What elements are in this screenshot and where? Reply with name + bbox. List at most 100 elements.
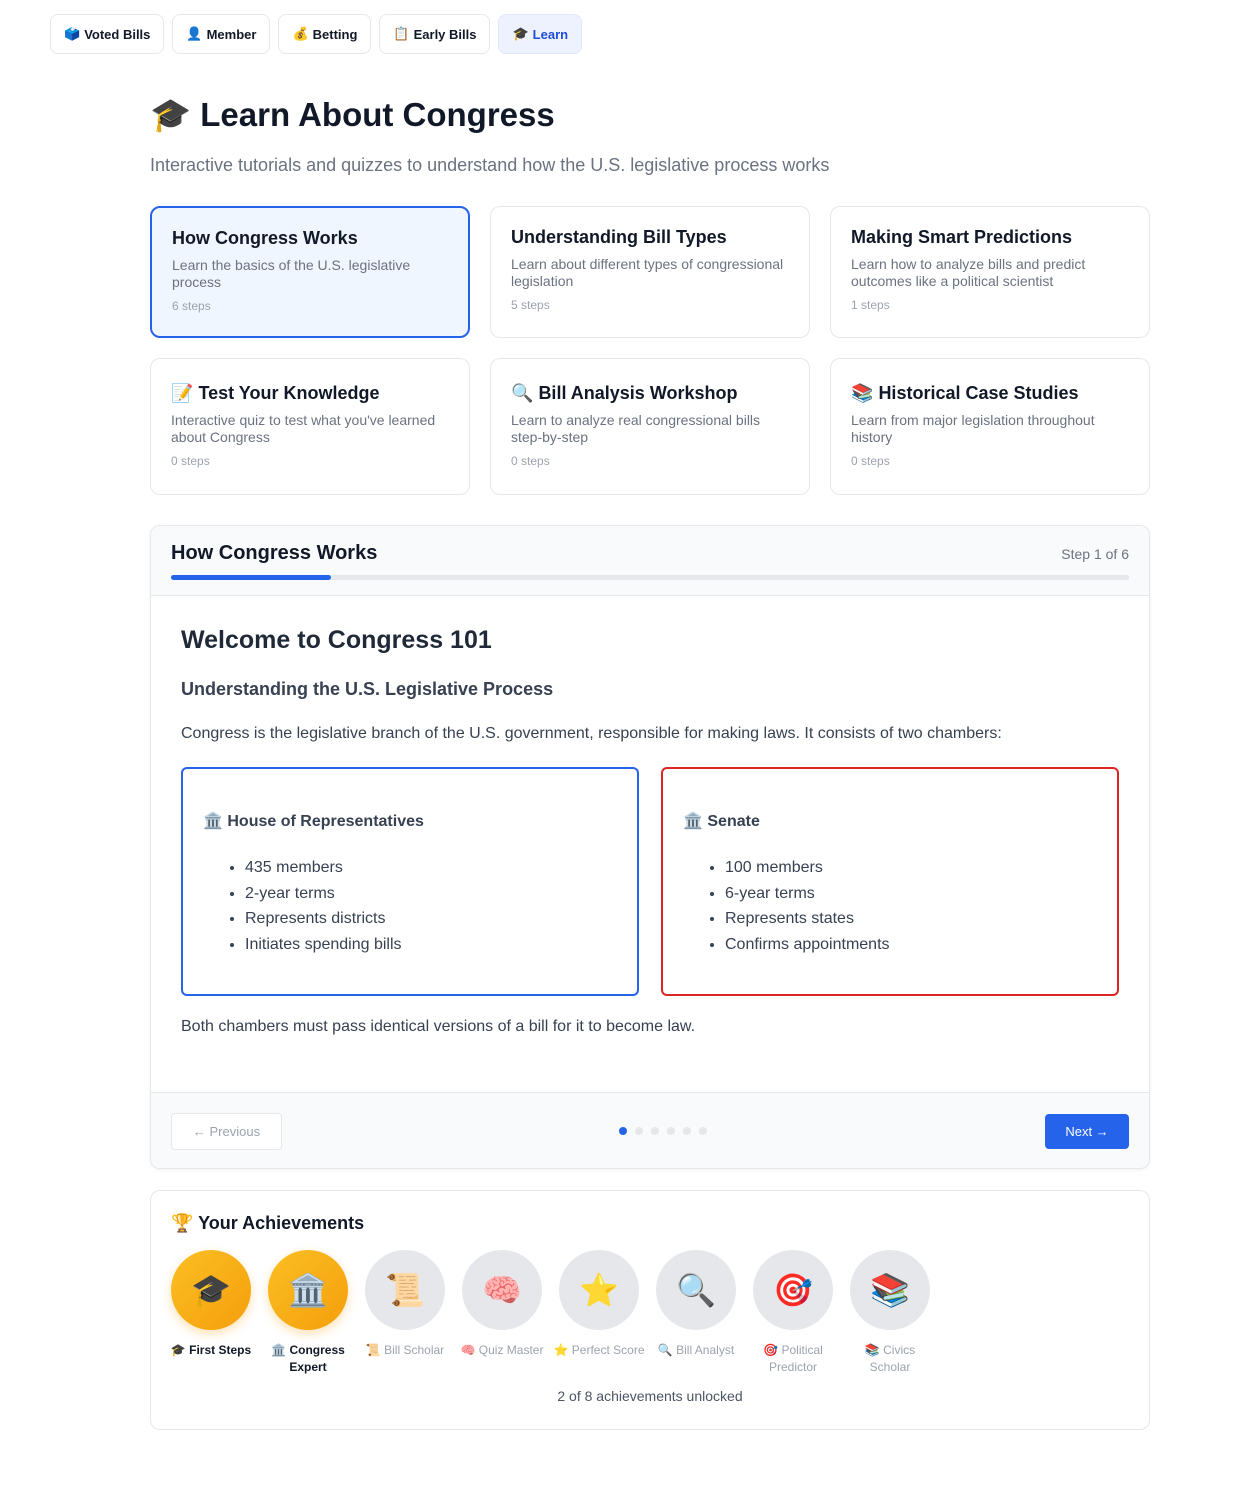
module-card[interactable]: 📝 Test Your Knowledge Interactive quiz to… [150, 358, 470, 495]
achievement-small-icon: 🎯 [763, 1343, 779, 1357]
module-title-text: How Congress Works [172, 228, 358, 248]
page-title-text: Learn About Congress [200, 96, 555, 133]
money-bag-icon: 💰 [292, 26, 309, 41]
list-item: Initiates spending bills [245, 932, 617, 958]
progress-bar [171, 575, 1129, 580]
lesson-body: Welcome to Congress 101 Understanding th… [151, 596, 1149, 1092]
lesson-outro: Both chambers must pass identical versio… [181, 1018, 696, 1035]
achievement-label-text: Bill Analyst [676, 1343, 735, 1357]
tab-betting[interactable]: 💰 Betting [278, 14, 372, 54]
achievement-badge: ⭐ ⭐ Perfect Score [554, 1250, 645, 1376]
senate-box: 🏛️ Senate 100 members 6-year terms Repre… [661, 767, 1119, 996]
senate-list: 100 members 6-year terms Represents stat… [683, 855, 1097, 958]
achievement-icon: 🎓 [171, 1250, 251, 1330]
step-dot[interactable] [683, 1127, 691, 1135]
module-title-text: Making Smart Predictions [851, 227, 1073, 247]
tab-label: Learn [532, 26, 569, 42]
capitol-icon: 🏛️ [203, 813, 223, 830]
module-title: Making Smart Predictions [851, 227, 1129, 248]
achievement-label: 📚 Civics Scholar [844, 1342, 936, 1376]
graduation-cap-icon: 🎓 [150, 96, 192, 133]
achievement-label-text: Congress Expert [289, 1343, 345, 1374]
house-box: 🏛️ House of Representatives 435 members … [181, 767, 639, 996]
module-card[interactable]: How Congress Works Learn the basics of th… [150, 206, 470, 338]
module-grid: How Congress Works Learn the basics of th… [150, 206, 1150, 495]
achievement-badge: 🧠 🧠 Quiz Master [461, 1250, 543, 1376]
tab-member[interactable]: 👤 Member [172, 14, 271, 54]
module-title: 📝 Test Your Knowledge [171, 383, 449, 404]
capitol-icon: 🏛️ [683, 813, 703, 830]
achievement-icon: 📜 [365, 1250, 445, 1330]
page-title: 🎓 Learn About Congress [150, 96, 555, 135]
lesson-footer: ← Previous Next → [151, 1092, 1149, 1168]
list-item: 100 members [725, 855, 1097, 881]
list-item: 6-year terms [725, 881, 1097, 907]
achievement-badges: 🎓 🎓 First Steps 🏛️ 🏛️ Congress Expert 📜 📜 Bil… [171, 1250, 1129, 1376]
achievement-small-icon: 🧠 [460, 1343, 476, 1357]
achievements-count: 2 of 8 achievements unlocked [557, 1388, 743, 1404]
achievement-label: 🧠 Quiz Master [456, 1342, 548, 1359]
lesson-header: How Congress Works Step 1 of 6 [151, 526, 1149, 596]
module-title: 📚 Historical Case Studies [851, 383, 1129, 404]
previous-button[interactable]: ← Previous [171, 1113, 282, 1150]
achievement-label: 🎯 Political Predictor [747, 1342, 839, 1376]
module-card[interactable]: Making Smart Predictions Learn how to ana… [830, 206, 1150, 338]
achievement-icon: 🔍 [656, 1250, 736, 1330]
module-card[interactable]: 🔍 Bill Analysis Workshop Learn to analyze… [490, 358, 810, 495]
achievements-title: 🏆 Your Achievements [171, 1213, 1129, 1234]
person-icon: 👤 [186, 26, 203, 41]
module-title-text: Historical Case Studies [878, 383, 1079, 403]
achievement-icon: 📚 [850, 1250, 930, 1330]
achievement-badge: 📚 📚 Civics Scholar [850, 1250, 930, 1376]
lesson-subheading: Understanding the U.S. Legislative Proce… [181, 679, 554, 699]
step-dot[interactable] [619, 1127, 627, 1135]
achievement-small-icon: 📚 [864, 1343, 880, 1357]
module-card[interactable]: 📚 Historical Case Studies Learn from majo… [830, 358, 1150, 495]
step-dot[interactable] [651, 1127, 659, 1135]
achievement-label: 🔍 Bill Analyst [650, 1342, 742, 1359]
tab-label: Voted Bills [84, 26, 151, 42]
module-steps: 0 steps [511, 454, 550, 468]
house-title: House of Representatives [227, 813, 424, 830]
achievement-badge: 🎓 🎓 First Steps [171, 1250, 251, 1376]
achievement-small-icon: 🎓 [170, 1343, 186, 1357]
achievement-label-text: Civics Scholar [869, 1343, 916, 1374]
module-icon: 📝 [171, 383, 194, 403]
achievements-title-text: Your Achievements [198, 1213, 365, 1233]
module-card[interactable]: Understanding Bill Types Learn about diff… [490, 206, 810, 338]
step-dots [619, 1127, 707, 1135]
tab-voted-bills[interactable]: 🗳️ Voted Bills [50, 14, 165, 54]
module-description: Learn from major legislation throughout … [851, 412, 1095, 445]
next-button[interactable]: Next → [1045, 1114, 1129, 1149]
tab-learn[interactable]: 🎓 Learn [498, 14, 583, 54]
list-item: 435 members [245, 855, 617, 881]
achievement-label-text: First Steps [189, 1343, 252, 1357]
achievement-small-icon: 🏛️ [271, 1343, 287, 1357]
tab-early-bills[interactable]: 📋 Early Bills [379, 14, 491, 54]
achievement-icon: 🧠 [462, 1250, 542, 1330]
trophy-icon: 🏆 [171, 1213, 194, 1233]
module-description: Learn how to analyze bills and predict o… [851, 256, 1086, 289]
achievement-badge: 📜 📜 Bill Scholar [365, 1250, 445, 1376]
step-dot[interactable] [635, 1127, 643, 1135]
module-icon: 🔍 [511, 383, 534, 403]
module-title: 🔍 Bill Analysis Workshop [511, 383, 789, 404]
list-item: 2-year terms [245, 881, 617, 907]
module-description: Learn the basics of the U.S. legislative… [172, 257, 411, 290]
page-subtitle: Interactive tutorials and quizzes to und… [150, 155, 830, 175]
step-dot[interactable] [699, 1127, 707, 1135]
achievement-icon: 🎯 [753, 1250, 833, 1330]
step-dot[interactable] [667, 1127, 675, 1135]
module-description: Interactive quiz to test what you've lea… [171, 412, 436, 445]
module-description: Learn to analyze real congressional bill… [511, 412, 761, 445]
module-title-text: Understanding Bill Types [511, 227, 727, 247]
module-steps: 6 steps [172, 299, 211, 313]
lesson-title: How Congress Works [171, 542, 378, 564]
module-steps: 1 steps [851, 298, 890, 312]
module-title-text: Test Your Knowledge [198, 383, 380, 403]
lesson-intro: Congress is the legislative branch of th… [181, 725, 1002, 742]
module-title: Understanding Bill Types [511, 227, 789, 248]
achievement-small-icon: ⭐ [553, 1343, 569, 1357]
progress-fill [171, 575, 331, 580]
achievement-small-icon: 📜 [365, 1343, 381, 1357]
